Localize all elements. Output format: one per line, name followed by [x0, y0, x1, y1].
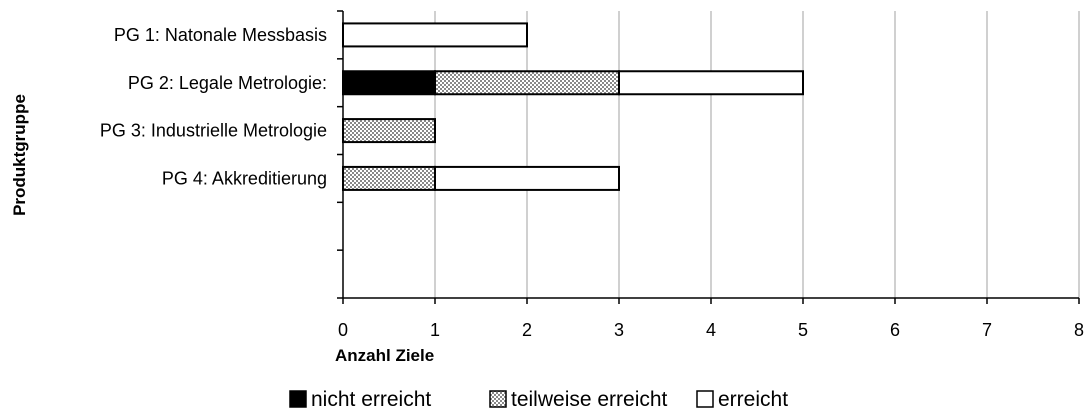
x-tick-label: 7	[982, 320, 992, 340]
x-tick-label: 5	[798, 320, 808, 340]
x-tick-label: 0	[338, 320, 348, 340]
x-tick-label: 8	[1074, 320, 1084, 340]
category-label: PG 4: Akkreditierung	[162, 168, 327, 188]
x-tick-label: 2	[522, 320, 532, 340]
category-label: PG 2: Legale Metrologie:	[128, 73, 327, 93]
legend-label: nicht erreicht	[311, 388, 431, 411]
x-tick-label: 1	[430, 320, 440, 340]
bar-segment	[342, 118, 436, 144]
x-tick-label: 4	[706, 320, 716, 340]
bar-segment	[618, 70, 804, 96]
x-tick-label: 6	[890, 320, 900, 340]
y-axis-title: Produktgruppe	[10, 94, 29, 216]
legend-label: teilweise erreicht	[511, 388, 668, 411]
legend-label: erreicht	[718, 388, 788, 411]
bar-segment	[342, 70, 436, 96]
bar-segment	[434, 165, 620, 191]
legend-swatch	[489, 390, 507, 408]
x-tick-label: 3	[614, 320, 624, 340]
legend-swatch	[289, 390, 307, 408]
legend: nicht erreicht teilweise erreicht erreicht	[289, 388, 788, 411]
legend-swatch	[696, 390, 714, 408]
bar-segment	[434, 70, 620, 96]
bar-segment	[342, 22, 528, 48]
category-label: PG 1: Natonale Messbasis	[114, 25, 327, 45]
bar-segment	[342, 165, 436, 191]
x-axis-title: Anzahl Ziele	[335, 346, 434, 365]
category-label: PG 3: Industrielle Metrologie	[100, 121, 327, 141]
